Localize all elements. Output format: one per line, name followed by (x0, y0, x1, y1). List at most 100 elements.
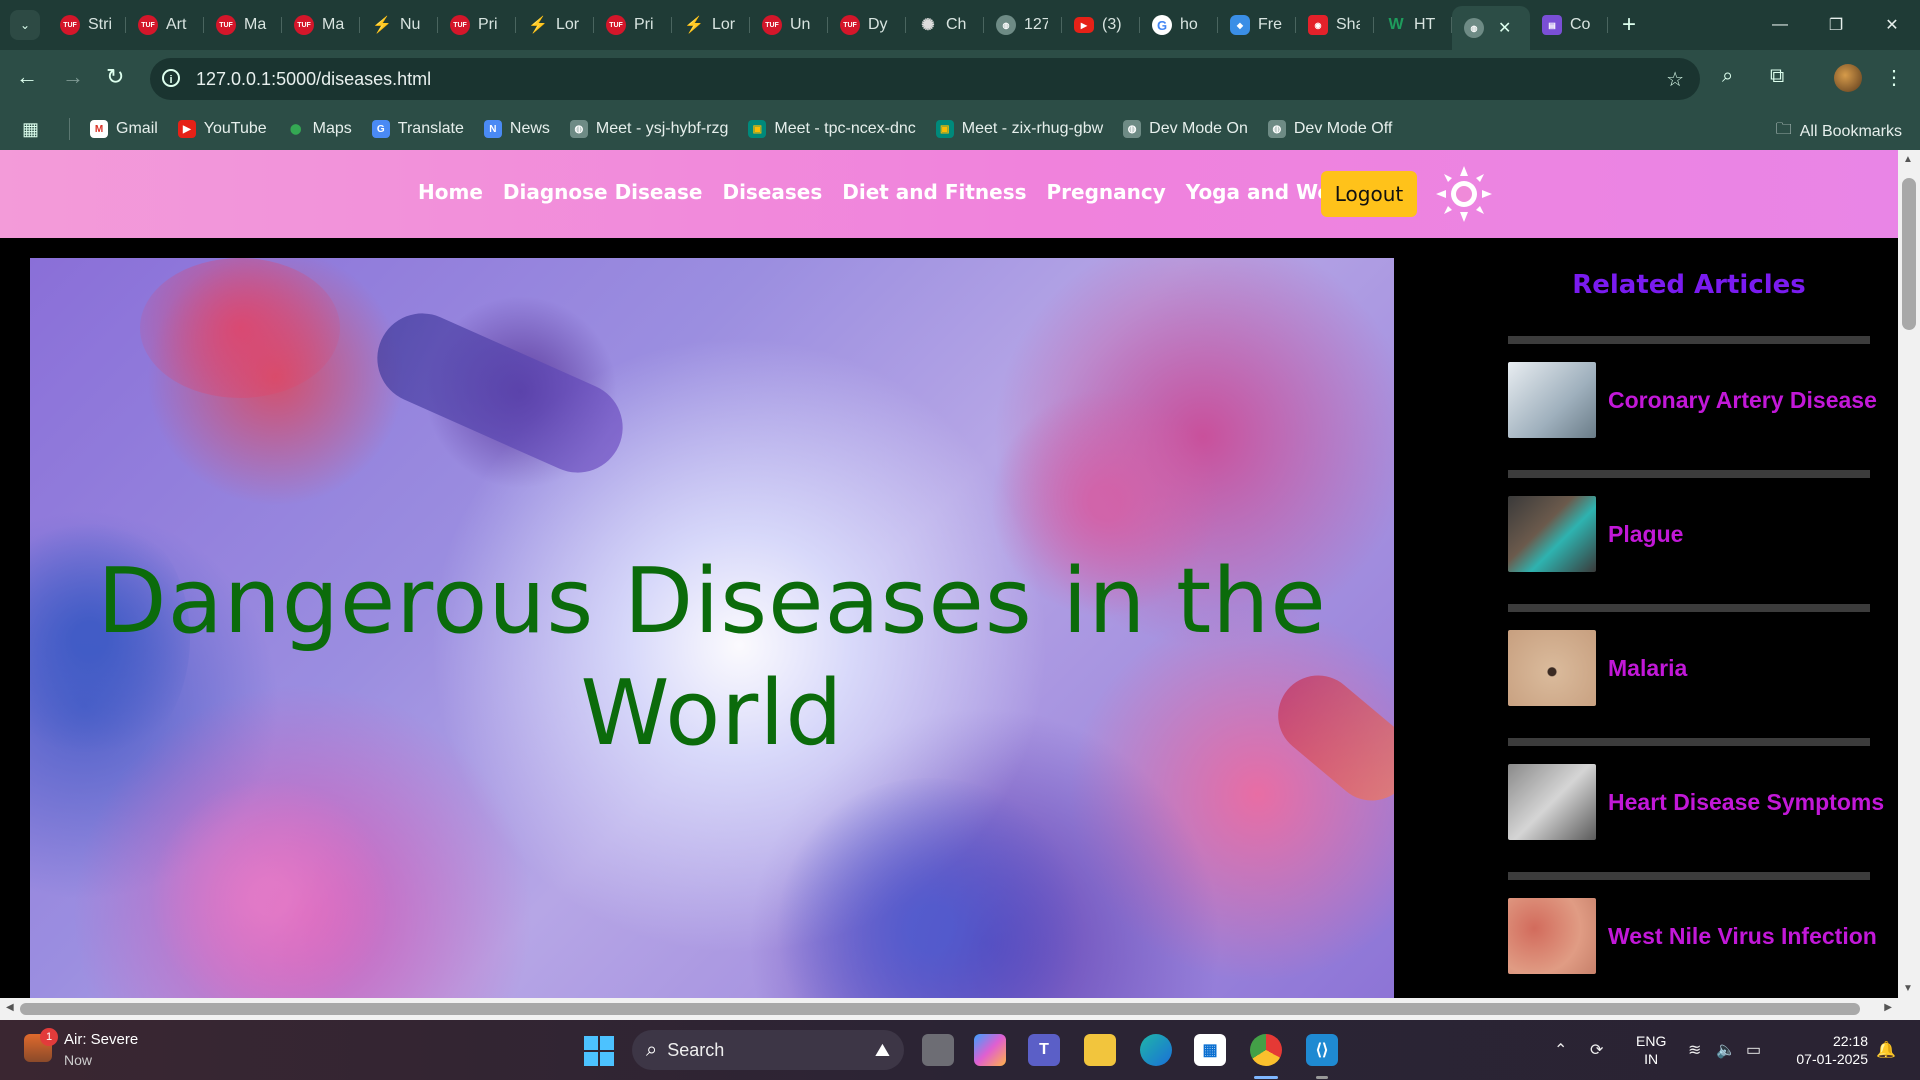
tab[interactable]: ▶ (3) (1062, 7, 1140, 43)
tab[interactable]: TUF Pri (438, 7, 516, 43)
sync-icon[interactable]: ⟳ (1590, 1042, 1604, 1059)
nav-link-diseases[interactable]: Diseases (722, 180, 823, 204)
reload-button[interactable]: ↻ (106, 64, 125, 89)
notification-bell-icon[interactable]: 🔔 (1876, 1042, 1896, 1059)
tab[interactable]: TUF Art (126, 7, 204, 43)
tab[interactable]: ◍ 127 (984, 7, 1062, 43)
bookmark-item[interactable]: ▣ Meet - tpc-ncex-dnc (748, 120, 916, 138)
nav-link-home[interactable]: Home (418, 180, 483, 204)
bookmark-item[interactable]: N News (483, 120, 550, 138)
new-tab-button[interactable]: + (1622, 11, 1637, 38)
nav-link-diagnose-disease[interactable]: Diagnose Disease (502, 180, 703, 204)
bookmark-item[interactable]: ⬤ Maps (287, 120, 352, 138)
bookmark-star-icon[interactable]: ☆ (1666, 69, 1684, 91)
tab[interactable]: TUF Un (750, 7, 828, 43)
apps-grid-icon[interactable]: ▦ (22, 118, 40, 139)
bookmark-item[interactable]: ◍ Meet - ysj-hybf-rzg (569, 120, 728, 138)
horizontal-scrollbar[interactable]: ◀ ▶ (0, 998, 1920, 1020)
article-thumbnail[interactable] (1508, 898, 1596, 974)
wifi-icon[interactable]: ≋ (1688, 1042, 1702, 1059)
nav-link-pregnancy[interactable]: Pregnancy (1046, 180, 1166, 204)
bookmark-item[interactable]: G Translate (371, 120, 464, 138)
all-bookmarks-button[interactable]: 🗀 All Bookmarks (1776, 118, 1902, 145)
forward-button[interactable]: → (62, 64, 84, 89)
tab[interactable]: ⚡ Lor (672, 7, 750, 43)
clock[interactable]: 22:18 07-01-2025 (1788, 1032, 1868, 1068)
tab-search-button[interactable]: ⌄ (10, 10, 40, 40)
battery-icon[interactable]: ▭ (1746, 1042, 1762, 1059)
nav-link-diet-and-fitness[interactable]: Diet and Fitness (842, 180, 1027, 204)
url-text[interactable]: 127.0.0.1:5000/diseases.html (196, 69, 432, 89)
article-item[interactable]: Coronary Artery Disease (1508, 362, 1877, 438)
chrome-icon[interactable] (1250, 1034, 1282, 1066)
scroll-left-arrow[interactable]: ◀ (6, 1002, 14, 1013)
tab[interactable]: ⚡ Nu (360, 7, 438, 43)
tab-active[interactable]: ◍ ✕ (1452, 6, 1530, 50)
scroll-up-arrow[interactable]: ▲ (1903, 154, 1913, 165)
address-bar[interactable]: i 127.0.0.1:5000/diseases.html ☆ (150, 58, 1700, 100)
bookmark-item[interactable]: ▣ Meet - zix-rhug-gbw (935, 120, 1103, 138)
lor-icon: ⚡ (684, 17, 704, 34)
article-item[interactable]: Plague (1508, 496, 1870, 572)
article-title[interactable]: Plague (1608, 520, 1684, 547)
taskbar-search[interactable]: ⌕ Search ⛰ (632, 1030, 904, 1070)
close-window-button[interactable]: ✕ (1885, 17, 1899, 34)
back-button[interactable]: ← (16, 64, 38, 89)
vscode-icon[interactable]: ⟨⟩ (1306, 1034, 1338, 1066)
article-thumbnail[interactable] (1508, 630, 1596, 706)
article-thumbnail[interactable] (1508, 496, 1596, 572)
tab[interactable]: ✺ Ch (906, 7, 984, 43)
extensions-icon[interactable]: ⧉ (1770, 65, 1785, 87)
language-indicator[interactable]: ENG IN (1636, 1032, 1666, 1068)
article-title[interactable]: West Nile Virus Infection (1608, 922, 1877, 949)
start-button[interactable] (584, 1036, 614, 1066)
teams-icon[interactable]: T (1028, 1034, 1060, 1066)
article-item[interactable]: Heart Disease Symptoms (1508, 764, 1884, 840)
file-explorer-icon[interactable] (1084, 1034, 1116, 1066)
bookmark-item[interactable]: ▶ YouTube (177, 120, 267, 138)
restore-button[interactable]: ❐ (1828, 17, 1844, 34)
article-thumbnail[interactable] (1508, 764, 1596, 840)
minimize-button[interactable]: — (1772, 16, 1788, 33)
task-view-icon[interactable] (922, 1034, 954, 1066)
article-title[interactable]: Heart Disease Symptoms (1608, 788, 1885, 815)
article-thumbnail[interactable] (1508, 362, 1596, 438)
edge-icon[interactable] (1140, 1034, 1172, 1066)
article-title[interactable]: Malaria (1608, 654, 1688, 681)
tab[interactable]: ⚡ Lor (516, 7, 594, 43)
chevron-up-icon[interactable]: ⌃ (1554, 1042, 1568, 1059)
bookmark-item[interactable]: ◍ Dev Mode Off (1267, 120, 1392, 138)
tab[interactable]: W HT (1374, 7, 1452, 43)
weather-widget[interactable]: 1 Air: Severe Now (24, 1028, 138, 1070)
bookmark-label: Translate (397, 120, 464, 137)
close-tab-icon[interactable]: ✕ (1498, 20, 1512, 37)
bookmark-item[interactable]: M Gmail (90, 120, 158, 138)
tab[interactable]: ▤ Co (1530, 7, 1608, 43)
tab[interactable]: TUF Ma (204, 7, 282, 43)
vertical-scroll-thumb[interactable] (1902, 178, 1916, 330)
tab[interactable]: ◉ Sha (1296, 7, 1374, 43)
volume-icon[interactable]: 🔈 (1716, 1042, 1736, 1059)
vertical-scrollbar[interactable]: ▲ ▼ (1898, 150, 1920, 998)
tab[interactable]: TUF Stri (48, 7, 126, 43)
scroll-down-arrow[interactable]: ▼ (1903, 983, 1913, 994)
logout-button[interactable]: Logout (1321, 171, 1417, 217)
article-title[interactable]: Coronary Artery Disease (1608, 386, 1877, 413)
copilot-icon[interactable] (974, 1034, 1006, 1066)
site-info-icon[interactable]: i (162, 69, 180, 87)
tab[interactable]: TUF Pri (594, 7, 672, 43)
menu-icon[interactable]: ⋮ (1884, 67, 1904, 89)
tab[interactable]: TUF Dy (828, 7, 906, 43)
store-icon[interactable]: ▦ (1194, 1034, 1226, 1066)
scroll-right-arrow[interactable]: ▶ (1884, 1002, 1892, 1013)
article-item[interactable]: Malaria (1508, 630, 1870, 706)
horizontal-scroll-thumb[interactable] (20, 1003, 1860, 1015)
article-item[interactable]: West Nile Virus Infection (1508, 898, 1877, 974)
bookmark-item[interactable]: ◍ Dev Mode On (1123, 120, 1248, 138)
profile-avatar[interactable] (1834, 64, 1862, 92)
theme-toggle-sun-icon[interactable] (1436, 166, 1492, 222)
tab[interactable]: TUF Ma (282, 7, 360, 43)
zoom-icon[interactable]: ⌕ (1722, 65, 1734, 87)
tab[interactable]: ◆ Fre (1218, 7, 1296, 43)
